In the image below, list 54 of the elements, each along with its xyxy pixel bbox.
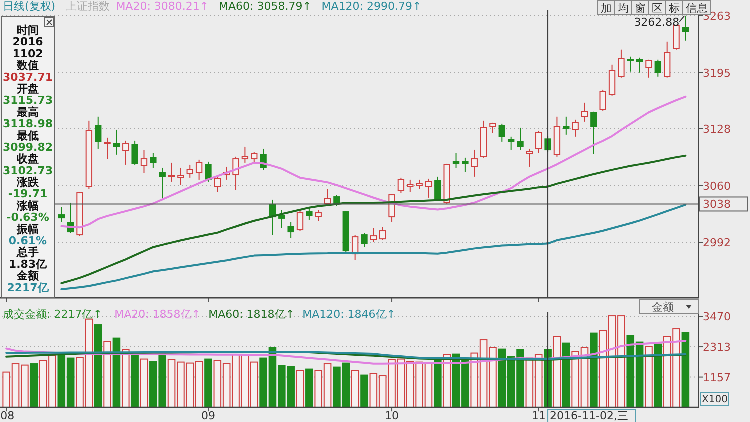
series-label: 成交金额: 2217亿↑ [3,308,102,321]
annotation: 信息 [686,2,708,15]
annotation: 最低 [16,129,39,142]
text: MA120: 2990.79↑ [322,0,422,13]
y-tick-label: 2992 [703,236,731,250]
annotation: 收盘 [17,152,39,166]
text: 2016-11-02,三 [550,410,628,422]
y-tick-label: 3470 [703,310,731,324]
text: MA120: 1846亿↑ [302,308,396,321]
annotation: 3118.98 [2,118,54,131]
annotation: 区 [652,2,663,15]
annotation: 总手 [16,246,39,260]
annotation: 1102 [12,47,44,60]
annotation: 标 [668,2,680,15]
y-tick-label: 2313 [703,341,731,354]
annotation: 3102.73 [2,164,54,178]
text: MA60: 1818亿↑ [208,308,296,321]
text: MA20: 3080.21↑ [116,0,210,13]
annotation: -0.63% [6,211,50,224]
x-tick-label: 08 [0,410,15,422]
annotation: 0.61% [8,234,48,248]
annotation: 2217亿 [7,281,50,294]
annotation: 2016 [12,36,44,49]
annotation: 开盘 [16,82,39,96]
annotation: 均 [617,2,629,15]
annotation: 3262.88 [634,16,680,29]
chart-title: 日线(复权) [3,0,56,13]
annotation: 3115.73 [2,94,54,108]
annotation: 振幅 [16,222,39,236]
annotation: 金额 [652,301,674,314]
x-tick-label: 10 [385,410,400,422]
annotation: 1.83亿 [8,258,48,271]
annotation: 涨幅 [16,199,39,212]
x-tick-label: 09 [201,410,216,422]
annotation: 3037.71 [2,70,54,84]
y-tick-label: 3128 [703,122,731,136]
text: MA60: 3058.79↑ [219,0,312,13]
annotation: 涨跌 [16,176,40,190]
annotation: 最高 [16,106,39,119]
y-tick-label: 1157 [703,371,731,384]
annotation: 3099.82 [2,140,54,154]
annotation: 时间 [17,24,39,37]
annotation: 金额 [16,270,40,283]
annotation: -19.71 [8,188,48,201]
y-tick-label: 3195 [703,66,731,80]
x-tick-label: 11 [532,410,546,422]
annotation: 窗 [635,2,646,15]
ref-line-label: 3038 [703,198,731,212]
annotation: 加 [601,2,612,15]
text: MA20: 1858亿↑ [114,308,202,321]
y-tick-label: 3060 [703,180,731,193]
chart-subtitle: 上证指数 [66,0,110,13]
annotation: 数值 [16,59,39,72]
text: X100 [702,394,728,406]
